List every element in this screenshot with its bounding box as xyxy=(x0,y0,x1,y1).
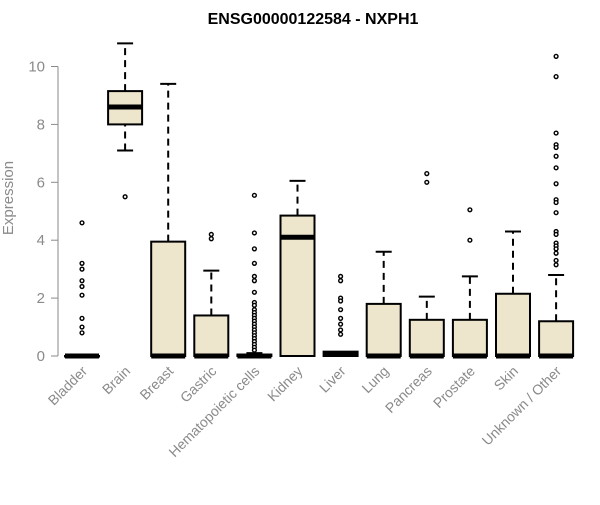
outlier-point xyxy=(79,283,85,290)
outlier-point xyxy=(251,192,257,198)
outlier-point xyxy=(79,315,85,321)
iqr-box xyxy=(495,292,531,358)
outlier-point xyxy=(79,220,85,226)
iqr-box xyxy=(538,320,575,358)
y-tick-label: 2 xyxy=(37,290,45,307)
outlier-point xyxy=(251,289,257,295)
box-group xyxy=(365,250,402,359)
outlier-point xyxy=(338,327,344,333)
box-group xyxy=(495,230,531,359)
outlier-point xyxy=(553,144,559,151)
x-category-label: Breast xyxy=(136,363,176,403)
iqr-box xyxy=(408,318,445,357)
outlier-point xyxy=(553,199,559,206)
x-category-label: Prostate xyxy=(430,363,478,411)
iqr-box xyxy=(365,302,402,358)
box-group xyxy=(322,273,359,358)
x-category-label: Unknown / Other xyxy=(479,363,565,449)
outlier-point xyxy=(79,266,85,272)
outlier-point xyxy=(553,130,559,136)
outlier-point xyxy=(553,250,559,256)
outlier-point xyxy=(208,236,214,242)
outlier-point xyxy=(338,278,344,284)
box-group xyxy=(451,207,488,359)
box-group xyxy=(538,53,575,359)
iqr-box xyxy=(193,314,230,357)
outlier-point xyxy=(553,257,559,264)
x-category-label: Bladder xyxy=(45,363,91,409)
outlier-point xyxy=(79,330,85,336)
outlier-point xyxy=(338,315,344,321)
outlier-point xyxy=(251,302,257,308)
outlier-point xyxy=(79,324,85,330)
x-category-label: Gastric xyxy=(177,363,220,406)
outlier-point xyxy=(553,181,559,187)
outlier-point xyxy=(338,331,344,337)
outlier-point xyxy=(79,260,85,266)
y-axis: 0 2 4 6 8 10 xyxy=(28,59,59,365)
outlier-point xyxy=(553,262,559,268)
y-tick-label: 6 xyxy=(37,174,45,191)
outlier-point xyxy=(79,278,85,284)
box-group xyxy=(150,82,187,359)
y-tick-label: 10 xyxy=(28,59,45,76)
outlier-point xyxy=(251,260,257,266)
outlier-point xyxy=(79,292,85,298)
outlier-point xyxy=(553,165,559,171)
iqr-box xyxy=(451,318,488,357)
outlier-point xyxy=(338,273,344,279)
outlier-point xyxy=(467,207,473,213)
outlier-point xyxy=(424,171,430,177)
chart-title: ENSG00000122584 - NXPH1 xyxy=(208,11,419,28)
outlier-point xyxy=(424,179,430,185)
box-group xyxy=(64,220,100,359)
x-category-label: Brain xyxy=(99,363,133,397)
outlier-point xyxy=(553,210,559,216)
outlier-point xyxy=(251,273,257,279)
outlier-point xyxy=(122,194,128,200)
box-group xyxy=(107,42,144,200)
box-group xyxy=(236,192,273,359)
x-category-label: Skin xyxy=(491,363,522,394)
boxes-layer xyxy=(64,42,575,359)
outlier-point xyxy=(208,231,214,238)
box-group xyxy=(408,171,445,359)
outlier-point xyxy=(553,246,559,252)
outlier-point xyxy=(338,298,344,304)
y-tick-label: 8 xyxy=(37,116,45,133)
outlier-point xyxy=(467,237,473,243)
box-group xyxy=(279,179,316,357)
outlier-point xyxy=(251,278,257,284)
outlier-point xyxy=(338,307,344,313)
outlier-point xyxy=(251,246,257,252)
outlier-point xyxy=(338,321,344,327)
outlier-point xyxy=(251,230,257,236)
outlier-point xyxy=(553,74,559,80)
y-tick-label: 0 xyxy=(37,348,45,365)
x-category-label: Kidney xyxy=(264,363,306,405)
x-category-label: Lung xyxy=(358,363,391,396)
outlier-point xyxy=(251,347,257,353)
y-axis-label: Expression xyxy=(0,161,17,235)
outlier-point xyxy=(553,153,559,159)
y-tick-label: 4 xyxy=(37,232,45,249)
box-group xyxy=(193,231,230,359)
outlier-point xyxy=(553,231,559,238)
iqr-box xyxy=(150,240,187,358)
x-category-label: Liver xyxy=(316,363,349,396)
outlier-point xyxy=(553,53,559,59)
x-category-label: Pancreas xyxy=(382,363,435,416)
